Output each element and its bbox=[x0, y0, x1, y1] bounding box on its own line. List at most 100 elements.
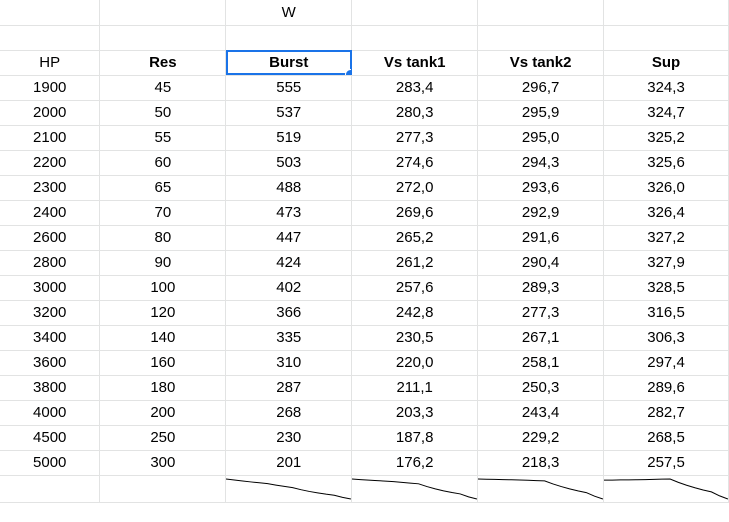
cell-hp[interactable]: 1900 bbox=[0, 74, 101, 101]
cell-hp[interactable]: 3400 bbox=[0, 324, 101, 351]
cell-burst[interactable]: 287 bbox=[225, 374, 353, 401]
cell-res[interactable]: 55 bbox=[99, 124, 227, 151]
header-hp[interactable]: HP bbox=[0, 49, 101, 76]
cell-hp[interactable]: 2000 bbox=[0, 99, 101, 126]
cell-vs-tank1[interactable]: 242,8 bbox=[351, 299, 479, 326]
cell-hp[interactable]: 2600 bbox=[0, 224, 101, 251]
cell[interactable] bbox=[603, 0, 729, 26]
cell-burst[interactable]: 230 bbox=[225, 424, 353, 451]
cell-res[interactable]: 180 bbox=[99, 374, 227, 401]
cell[interactable] bbox=[477, 24, 605, 51]
cell-vs-tank2[interactable]: 267,1 bbox=[477, 324, 605, 351]
cell-sup[interactable]: 325,2 bbox=[603, 124, 729, 151]
cell-vs-tank1[interactable]: 220,0 bbox=[351, 349, 479, 376]
cell-hp[interactable]: 4000 bbox=[0, 399, 101, 426]
cell-vs-tank2[interactable]: 243,4 bbox=[477, 399, 605, 426]
cell-vs-tank1[interactable]: 211,1 bbox=[351, 374, 479, 401]
cell-burst[interactable]: 519 bbox=[225, 124, 353, 151]
cell-vs-tank2[interactable]: 291,6 bbox=[477, 224, 605, 251]
cell-vs-tank1[interactable]: 176,2 bbox=[351, 449, 479, 476]
cell-vs-tank1[interactable]: 203,3 bbox=[351, 399, 479, 426]
cell-res[interactable]: 120 bbox=[99, 299, 227, 326]
cell-vs-tank2[interactable]: 277,3 bbox=[477, 299, 605, 326]
cell-vs-tank1[interactable]: 274,6 bbox=[351, 149, 479, 176]
header-sup[interactable]: Sup bbox=[603, 49, 729, 76]
fill-handle[interactable] bbox=[345, 68, 351, 74]
cell-hp[interactable]: 3600 bbox=[0, 349, 101, 376]
cell-burst[interactable]: 201 bbox=[225, 449, 353, 476]
cell-vs-tank2[interactable]: 293,6 bbox=[477, 174, 605, 201]
cell[interactable] bbox=[225, 24, 353, 51]
cell-burst[interactable]: 555 bbox=[225, 74, 353, 101]
cell-hp[interactable]: 2400 bbox=[0, 199, 101, 226]
header-res[interactable]: Res bbox=[99, 49, 227, 76]
cell-sup[interactable]: 326,4 bbox=[603, 199, 729, 226]
cell-hp[interactable]: 2300 bbox=[0, 174, 101, 201]
cell-vs-tank2[interactable]: 294,3 bbox=[477, 149, 605, 176]
cell-burst[interactable]: 310 bbox=[225, 349, 353, 376]
cell-vs-tank2[interactable]: 258,1 bbox=[477, 349, 605, 376]
cell-res[interactable]: 65 bbox=[99, 174, 227, 201]
cell[interactable] bbox=[99, 0, 227, 26]
cell-sup[interactable]: 282,7 bbox=[603, 399, 729, 426]
cell-vs-tank1[interactable]: 187,8 bbox=[351, 424, 479, 451]
cell-sparkline-sup[interactable] bbox=[603, 474, 729, 503]
cell-burst[interactable]: 335 bbox=[225, 324, 353, 351]
cell-vs-tank1[interactable]: 265,2 bbox=[351, 224, 479, 251]
cell-res[interactable]: 300 bbox=[99, 449, 227, 476]
cell-vs-tank2[interactable]: 229,2 bbox=[477, 424, 605, 451]
cell-hp[interactable]: 4500 bbox=[0, 424, 101, 451]
cell-sup[interactable]: 306,3 bbox=[603, 324, 729, 351]
cell[interactable] bbox=[0, 24, 101, 51]
cell-sup[interactable]: 268,5 bbox=[603, 424, 729, 451]
cell-res[interactable]: 100 bbox=[99, 274, 227, 301]
cell-sup[interactable]: 326,0 bbox=[603, 174, 729, 201]
cell-hp[interactable]: 2800 bbox=[0, 249, 101, 276]
cell-res[interactable]: 45 bbox=[99, 74, 227, 101]
cell-burst[interactable]: 473 bbox=[225, 199, 353, 226]
cell-sup[interactable]: 257,5 bbox=[603, 449, 729, 476]
cell-vs-tank1[interactable]: 230,5 bbox=[351, 324, 479, 351]
cell-vs-tank2[interactable]: 292,9 bbox=[477, 199, 605, 226]
cell-hp[interactable]: 3800 bbox=[0, 374, 101, 401]
cell-vs-tank2[interactable]: 289,3 bbox=[477, 274, 605, 301]
cell-res[interactable]: 50 bbox=[99, 99, 227, 126]
cell-hp[interactable]: 3200 bbox=[0, 299, 101, 326]
cell[interactable] bbox=[351, 0, 479, 26]
cell-burst[interactable]: 488 bbox=[225, 174, 353, 201]
cell[interactable] bbox=[0, 474, 101, 503]
cell-sup[interactable]: 324,3 bbox=[603, 74, 729, 101]
cell-burst[interactable]: 447 bbox=[225, 224, 353, 251]
cell-sparkline-vs-tank1[interactable] bbox=[351, 474, 479, 503]
header-vs-tank2[interactable]: Vs tank2 bbox=[477, 49, 605, 76]
cell-burst[interactable]: 366 bbox=[225, 299, 353, 326]
cell-vs-tank1[interactable]: 269,6 bbox=[351, 199, 479, 226]
cell-res[interactable]: 90 bbox=[99, 249, 227, 276]
cell-hp[interactable]: 2100 bbox=[0, 124, 101, 151]
cell-res[interactable]: 140 bbox=[99, 324, 227, 351]
cell-sup[interactable]: 327,2 bbox=[603, 224, 729, 251]
cell-burst[interactable]: 268 bbox=[225, 399, 353, 426]
cell-vs-tank2[interactable]: 296,7 bbox=[477, 74, 605, 101]
cell-burst[interactable]: 503 bbox=[225, 149, 353, 176]
cell-burst[interactable]: 537 bbox=[225, 99, 353, 126]
cell[interactable] bbox=[351, 24, 479, 51]
header-burst-selected[interactable]: Burst bbox=[225, 49, 353, 76]
cell-vs-tank1[interactable]: 272,0 bbox=[351, 174, 479, 201]
cell-vs-tank1[interactable]: 257,6 bbox=[351, 274, 479, 301]
cell-sup[interactable]: 324,7 bbox=[603, 99, 729, 126]
cell-hp[interactable]: 5000 bbox=[0, 449, 101, 476]
cell-sup[interactable]: 297,4 bbox=[603, 349, 729, 376]
cell[interactable] bbox=[477, 0, 605, 26]
cell-hp[interactable]: 3000 bbox=[0, 274, 101, 301]
cell-vs-tank1[interactable]: 277,3 bbox=[351, 124, 479, 151]
cell-res[interactable]: 160 bbox=[99, 349, 227, 376]
cell-vs-tank1[interactable]: 280,3 bbox=[351, 99, 479, 126]
cell-vs-tank2[interactable]: 290,4 bbox=[477, 249, 605, 276]
cell-hp[interactable]: 2200 bbox=[0, 149, 101, 176]
cell-top-label[interactable]: W bbox=[225, 0, 353, 26]
cell-sup[interactable]: 325,6 bbox=[603, 149, 729, 176]
cell-sup[interactable]: 328,5 bbox=[603, 274, 729, 301]
cell-res[interactable]: 200 bbox=[99, 399, 227, 426]
cell-vs-tank1[interactable]: 283,4 bbox=[351, 74, 479, 101]
